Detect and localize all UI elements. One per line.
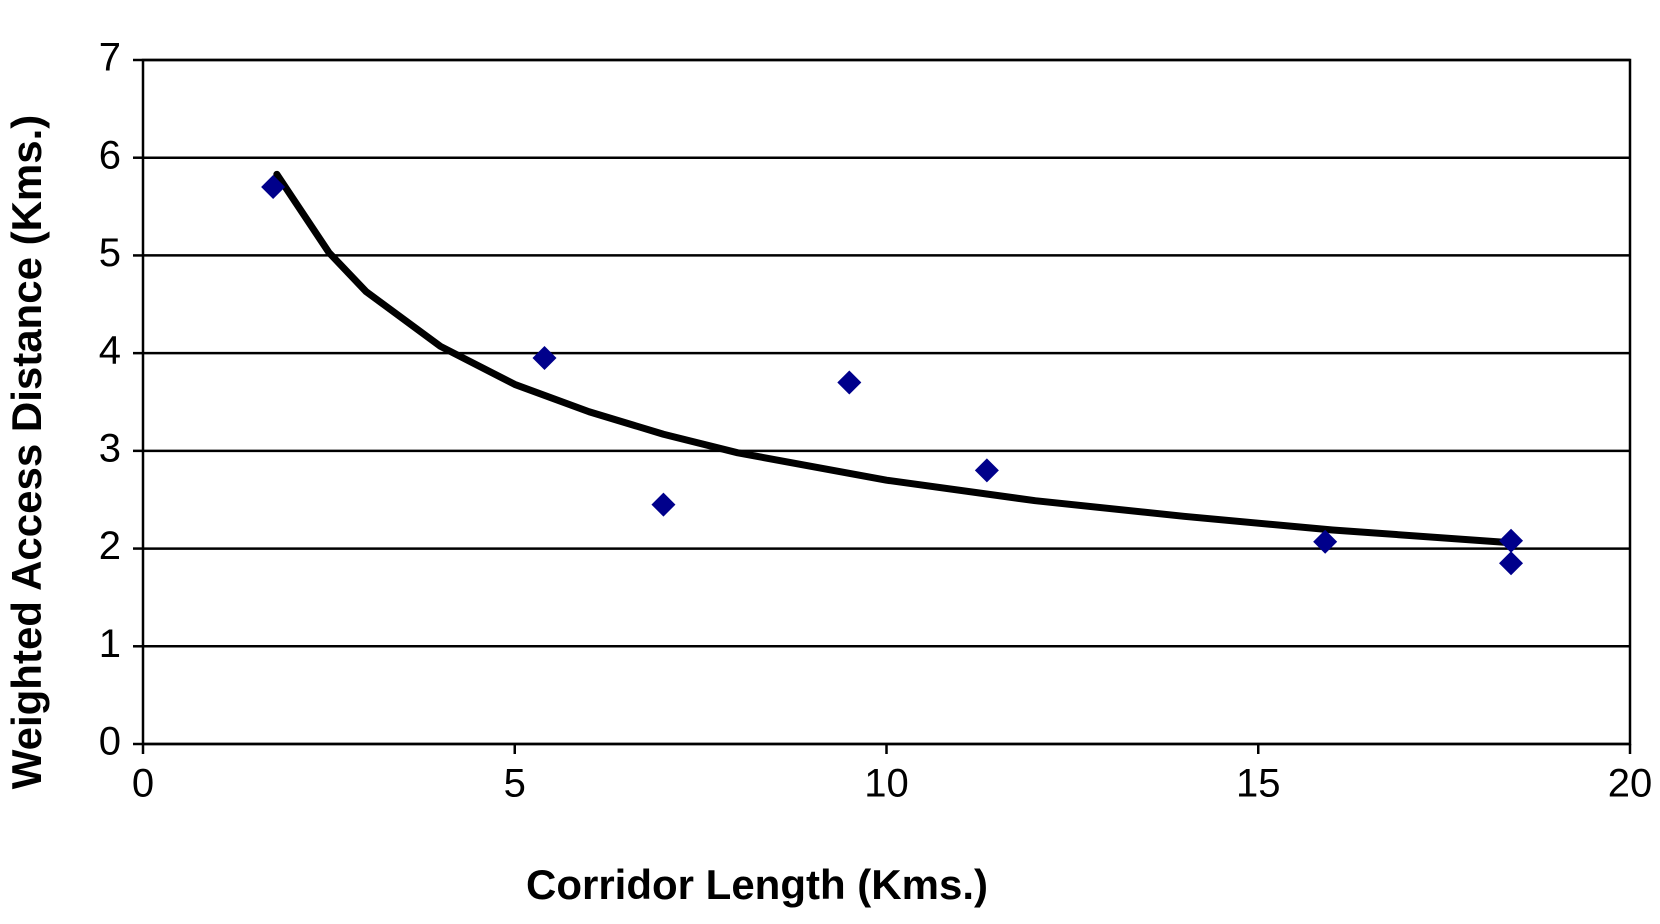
y-tick-label: 4 (99, 329, 121, 373)
x-tick-label: 0 (132, 762, 154, 806)
x-tick-label: 5 (504, 762, 526, 806)
x-tick-label: 15 (1236, 762, 1281, 806)
x-axis-title: Corridor Length (Kms.) (526, 861, 988, 908)
y-tick-label: 1 (99, 622, 121, 666)
data-point (1313, 529, 1338, 554)
data-point (651, 492, 676, 517)
data-point (837, 370, 862, 395)
trendline (273, 170, 1515, 547)
x-tick-label: 20 (1608, 762, 1653, 806)
data-point (974, 458, 999, 483)
y-tick-label: 7 (99, 36, 121, 80)
x-tick-label: 10 (864, 762, 909, 806)
data-point (261, 175, 286, 200)
y-axis-title: Weighted Access Distance (Kms.) (3, 115, 50, 790)
data-point (1499, 551, 1524, 576)
data-point (532, 346, 557, 371)
data-point (1499, 528, 1524, 553)
y-tick-label: 6 (99, 133, 121, 177)
y-tick-label: 5 (99, 231, 121, 275)
y-tick-label: 2 (99, 524, 121, 568)
y-tick-label: 3 (99, 426, 121, 470)
plot-frame (141, 58, 1632, 746)
y-tick-label: 0 (99, 720, 121, 764)
